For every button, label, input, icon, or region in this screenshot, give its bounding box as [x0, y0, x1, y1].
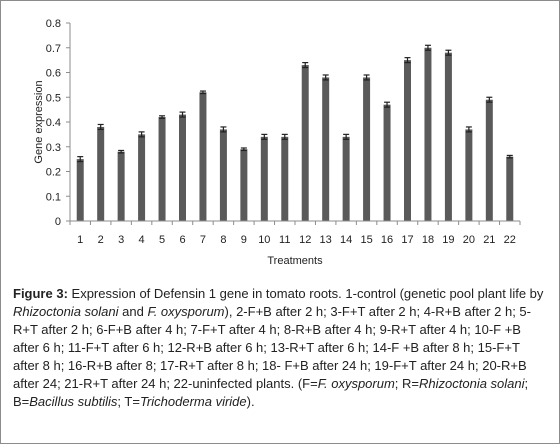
- error-bar: [281, 133, 288, 140]
- bar: [383, 104, 391, 221]
- bar: [138, 134, 146, 221]
- error-bar: [302, 61, 309, 69]
- bar: [117, 151, 125, 221]
- y-tick-label: 0.8: [46, 18, 61, 30]
- bar: [281, 136, 289, 221]
- error-bar: [322, 74, 329, 81]
- error-bar: [97, 123, 104, 131]
- x-tick-label: 12: [299, 234, 311, 246]
- error-bar: [486, 96, 493, 103]
- x-tick-label: 11: [279, 234, 290, 246]
- figure-label: Figure 3:: [13, 286, 68, 301]
- x-tick-label: 6: [179, 234, 185, 246]
- bar: [424, 47, 432, 221]
- caption-text: Expression of Defensin 1 gene in tomato …: [67, 286, 544, 301]
- caption-italic: Rhizoctonia solani: [13, 304, 119, 319]
- error-bar: [261, 133, 268, 140]
- y-tick-label: 0: [55, 216, 61, 228]
- y-axis: 0 0.1 0.2 0.3 0.4 0.5 0.6 0.7 0.8: [46, 18, 70, 228]
- y-tick-label: 0.4: [46, 117, 61, 129]
- x-tick-label: 10: [258, 234, 270, 246]
- error-bar: [240, 147, 247, 152]
- x-tick-label: 7: [200, 234, 206, 246]
- y-tick-label: 0.3: [46, 142, 61, 154]
- error-bar: [118, 149, 125, 154]
- x-tick-label: 18: [422, 234, 434, 246]
- y-tick-label: 0.1: [46, 191, 61, 203]
- error-bar: [445, 49, 452, 56]
- error-bar: [220, 126, 227, 133]
- bar: [76, 159, 84, 221]
- caption-text: ; R=: [394, 376, 420, 391]
- x-tick-label: 17: [401, 234, 413, 246]
- figure-caption: Figure 3: Expression of Defensin 1 gene …: [13, 285, 549, 411]
- caption-text: ).: [246, 394, 255, 409]
- x-axis-title: Treatments: [267, 255, 323, 267]
- bar: [342, 136, 350, 221]
- x-tick-label: 2: [98, 234, 104, 246]
- caption-text: and: [118, 304, 148, 319]
- x-tick-label: 13: [320, 234, 332, 246]
- y-axis-title: Gene expression: [33, 80, 45, 163]
- bar: [158, 117, 166, 221]
- bar: [404, 60, 411, 221]
- x-tick-label: 22: [504, 234, 516, 246]
- x-tick-label: 5: [159, 234, 165, 246]
- caption-text: ; B=: [13, 376, 529, 409]
- caption-italic: Bacillus subtilis: [29, 394, 118, 409]
- error-bar: [199, 90, 206, 95]
- x-axis: 1 2 3 4 5 6 7 8 9 10 11 12 13 14 15 16 17 18 19 20 21 22: [69, 221, 521, 246]
- bar: [444, 52, 452, 222]
- error-bar: [384, 101, 391, 108]
- x-tick-label: 3: [118, 234, 124, 246]
- error-bar: [138, 131, 145, 138]
- x-tick-label: 1: [77, 234, 83, 246]
- bar: [506, 156, 514, 221]
- bar: [363, 77, 371, 221]
- bar: [219, 129, 227, 221]
- x-tick-label: 14: [340, 234, 352, 246]
- y-tick-label: 0.2: [46, 167, 61, 179]
- x-tick-label: 8: [220, 234, 226, 246]
- error-bar: [424, 44, 431, 51]
- bar: [199, 92, 207, 221]
- x-tick-label: 9: [241, 234, 247, 246]
- bar: [240, 149, 248, 221]
- bar: [179, 114, 186, 221]
- caption-italic: F. oxysporum: [317, 376, 395, 391]
- bar: [485, 99, 493, 221]
- error-bar: [404, 57, 411, 64]
- x-tick-label: 16: [381, 234, 393, 246]
- y-tick-label: 0.6: [46, 68, 61, 80]
- y-tick-label: 0.5: [46, 92, 61, 104]
- error-bar: [179, 111, 186, 118]
- error-bar: [506, 154, 513, 159]
- x-tick-label: 21: [483, 234, 495, 246]
- y-tick-label: 0.7: [46, 43, 61, 55]
- error-bar: [465, 126, 472, 133]
- x-tick-label: 15: [360, 234, 372, 246]
- bar: [260, 136, 268, 221]
- x-tick-label: 20: [463, 234, 475, 246]
- caption-text: ; T=: [117, 394, 140, 409]
- caption-italic: Trichoderma viride: [139, 394, 247, 409]
- error-bar: [77, 156, 84, 163]
- caption-italic: Rhizoctonia solani: [419, 376, 525, 391]
- x-tick-label: 19: [442, 234, 454, 246]
- caption-text: ), 2-F+B after 2 h; 3-F+T after 2 h; 4-R…: [13, 304, 531, 391]
- error-bar: [159, 115, 166, 119]
- bar-series: [76, 44, 514, 222]
- bar: [322, 77, 330, 221]
- bar-chart: 00.10.20.30.40.50.60.70.8 1 2 3 4 5 6 7 8 9 10 11 1…: [33, 18, 521, 267]
- bar: [97, 126, 105, 221]
- x-tick-label: 4: [139, 234, 145, 246]
- error-bar: [343, 133, 350, 140]
- error-bar: [363, 74, 370, 81]
- bar: [465, 129, 473, 221]
- caption-italic: F. oxysporum: [147, 304, 225, 319]
- bar: [301, 65, 309, 221]
